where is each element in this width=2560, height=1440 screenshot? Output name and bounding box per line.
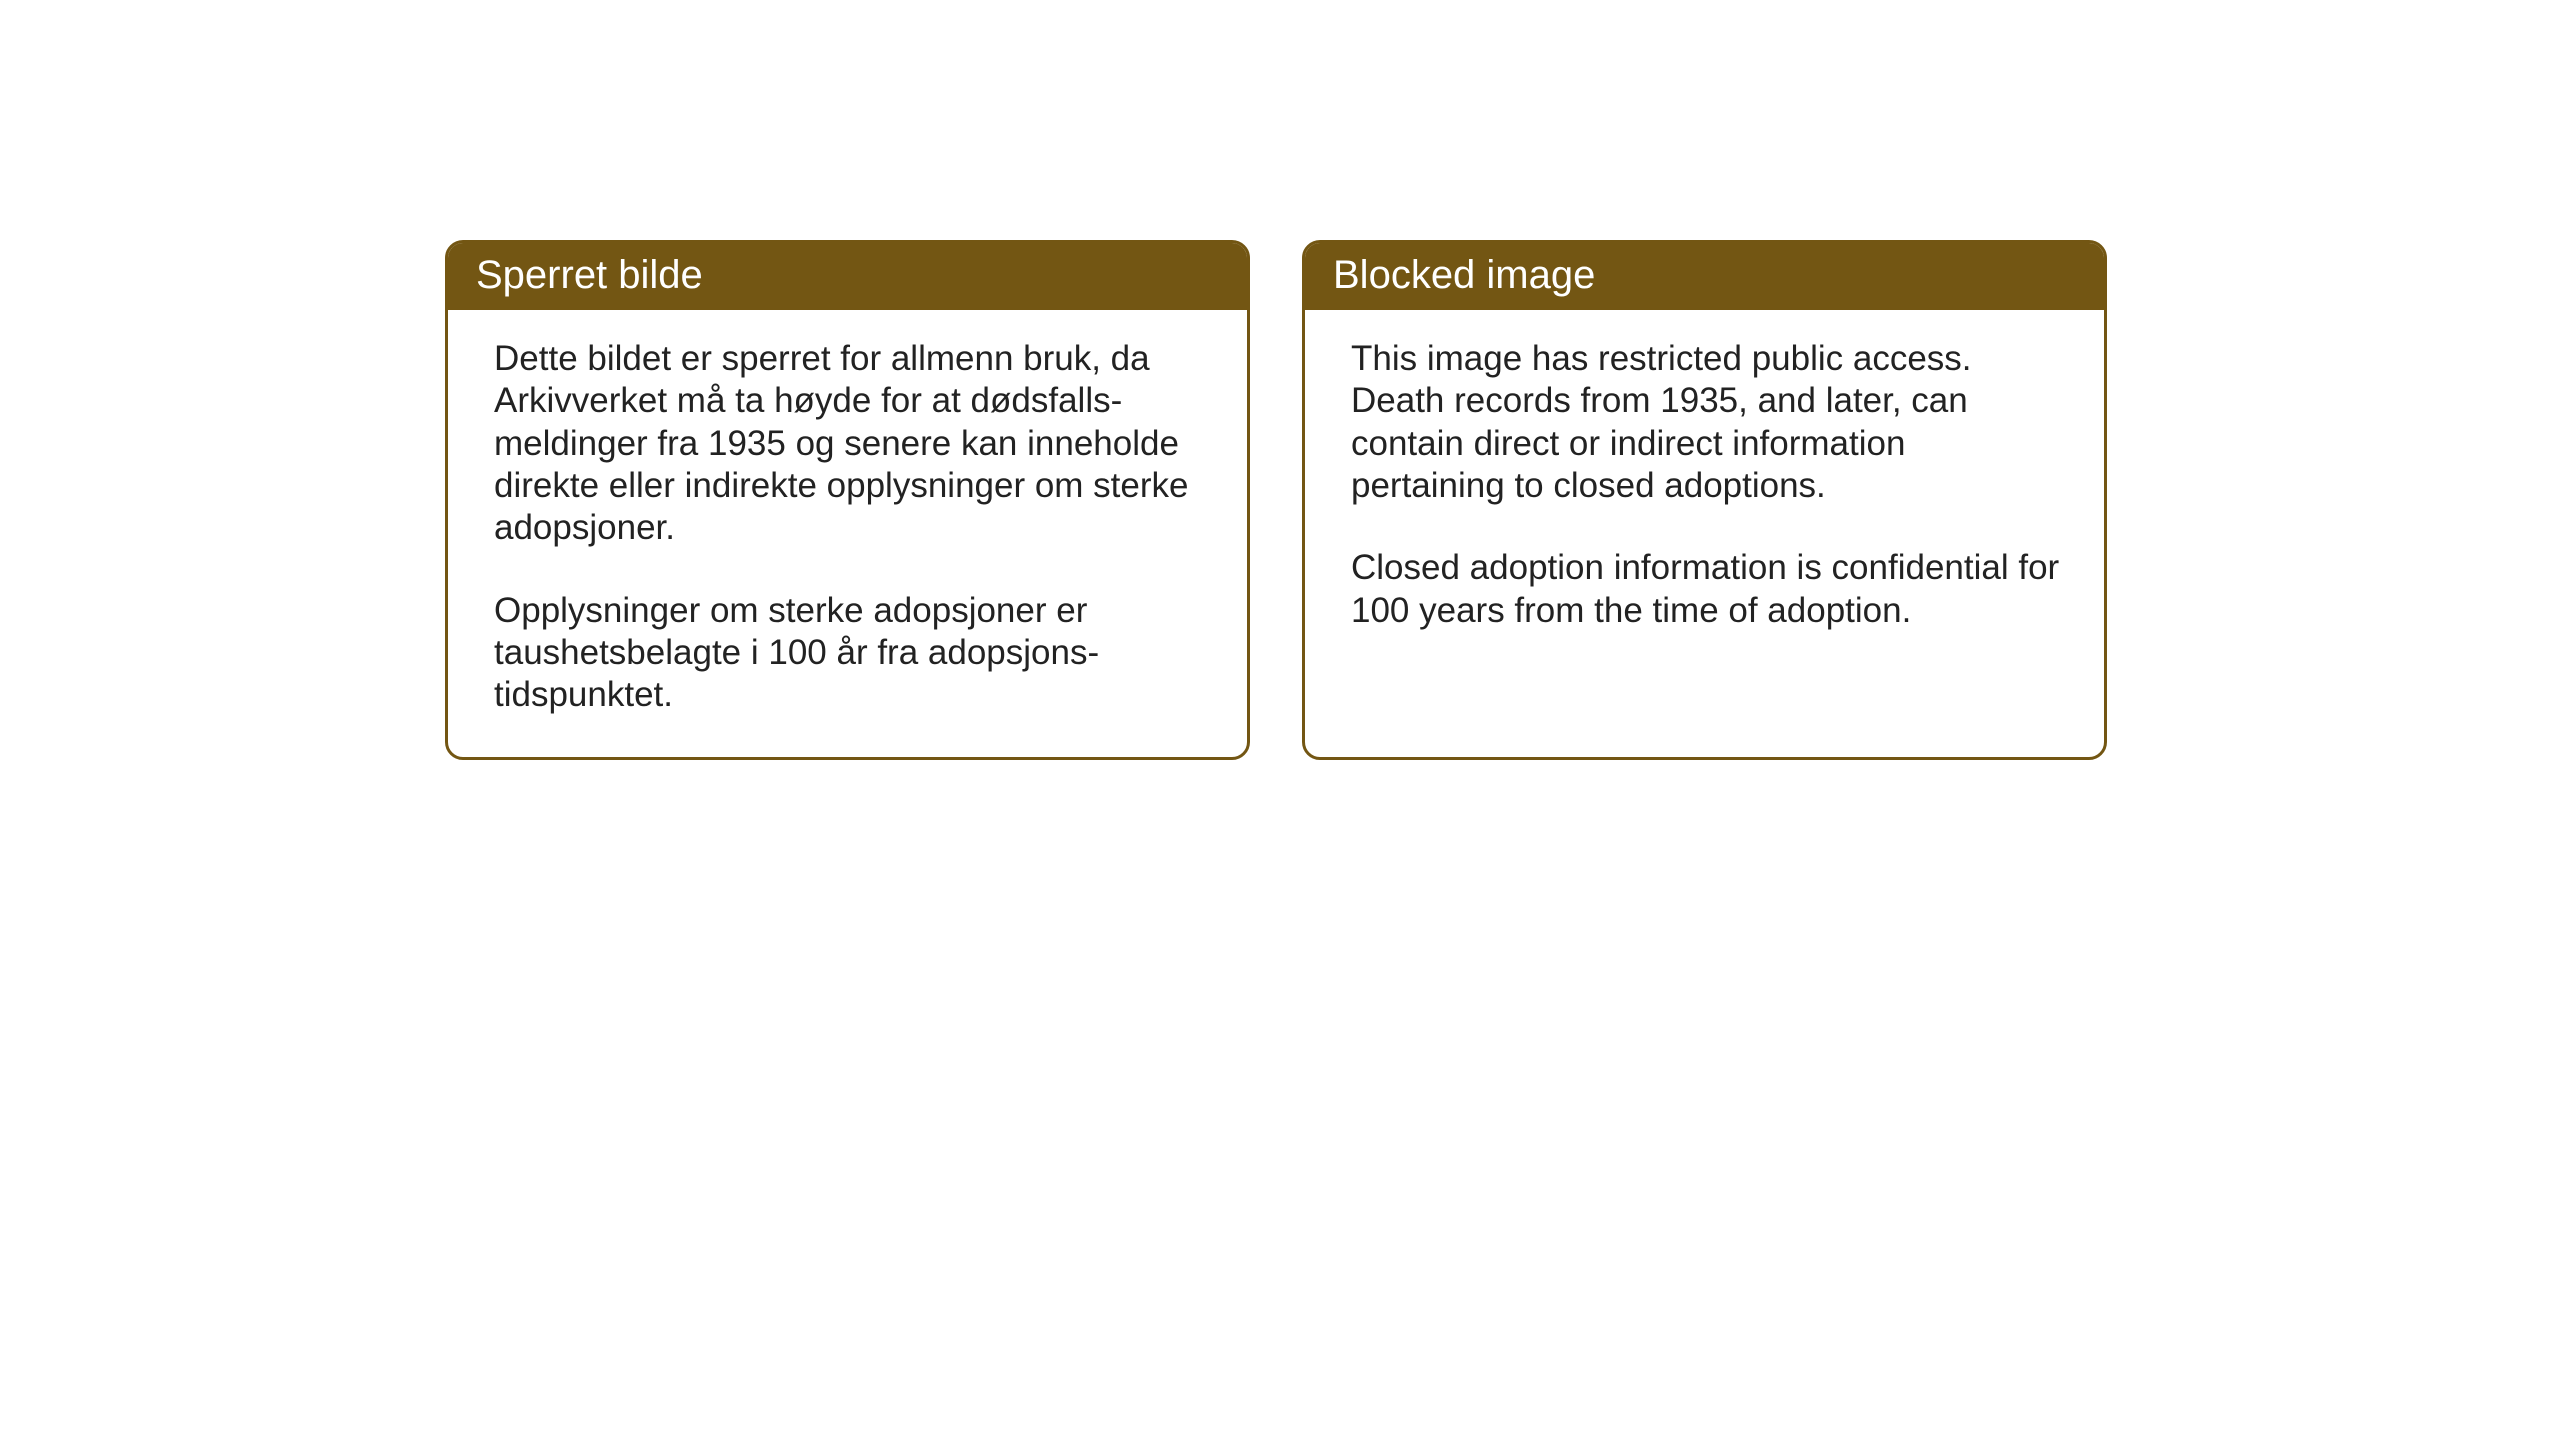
cards-container: Sperret bilde Dette bildet er sperret fo… bbox=[0, 0, 2560, 760]
card-norwegian-paragraph-1: Dette bildet er sperret for allmenn bruk… bbox=[494, 338, 1207, 550]
card-norwegian-body: Dette bildet er sperret for allmenn bruk… bbox=[448, 310, 1247, 757]
card-english-title: Blocked image bbox=[1333, 253, 1595, 297]
card-norwegian: Sperret bilde Dette bildet er sperret fo… bbox=[445, 240, 1250, 760]
card-english-body: This image has restricted public access.… bbox=[1305, 310, 2104, 672]
card-english-header: Blocked image bbox=[1305, 243, 2104, 310]
card-english: Blocked image This image has restricted … bbox=[1302, 240, 2107, 760]
card-norwegian-title: Sperret bilde bbox=[476, 253, 703, 297]
card-norwegian-paragraph-2: Opplysninger om sterke adopsjoner er tau… bbox=[494, 590, 1207, 717]
card-norwegian-header: Sperret bilde bbox=[448, 243, 1247, 310]
card-english-paragraph-2: Closed adoption information is confident… bbox=[1351, 547, 2064, 632]
card-english-paragraph-1: This image has restricted public access.… bbox=[1351, 338, 2064, 507]
